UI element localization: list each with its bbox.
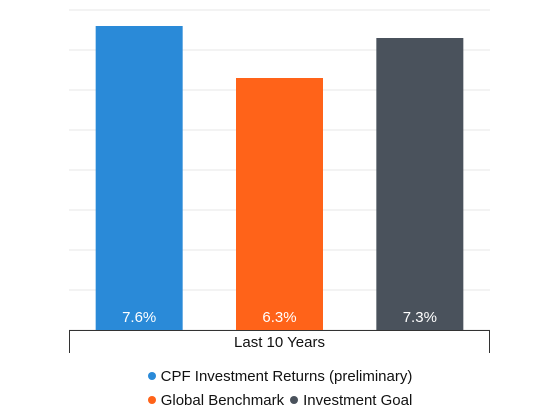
legend-dot-icon — [147, 372, 156, 381]
bar-data-label: 7.3% — [403, 309, 437, 326]
category-label: Last 10 Years — [234, 334, 325, 351]
category-axis: Last 10 Years — [69, 330, 490, 353]
bar-2 — [236, 78, 323, 330]
legend-dot-icon — [290, 396, 299, 405]
legend-label: Global Benchmark — [160, 392, 285, 409]
legend-item: Investment Goal — [290, 389, 412, 413]
legend-row: CPF Investment Returns (preliminary) — [0, 365, 560, 389]
bar-3 — [376, 38, 464, 330]
legend-dot-icon — [147, 396, 156, 405]
bar-1 — [95, 26, 183, 330]
legend-label: Investment Goal — [303, 392, 413, 409]
legend-item: CPF Investment Returns (preliminary) — [147, 365, 413, 389]
legend-label: CPF Investment Returns (preliminary) — [160, 368, 413, 385]
bar-labels: 7.6% 6.3% 7.3% — [122, 309, 437, 326]
legend-item: Global Benchmark — [147, 389, 285, 413]
legend-row: Global Benchmark Investment Goal — [0, 389, 560, 413]
bars — [95, 26, 464, 330]
bar-data-label: 6.3% — [262, 309, 296, 326]
bar-data-label: 7.6% — [122, 309, 156, 326]
legend: CPF Investment Returns (preliminary) Glob… — [0, 365, 560, 413]
